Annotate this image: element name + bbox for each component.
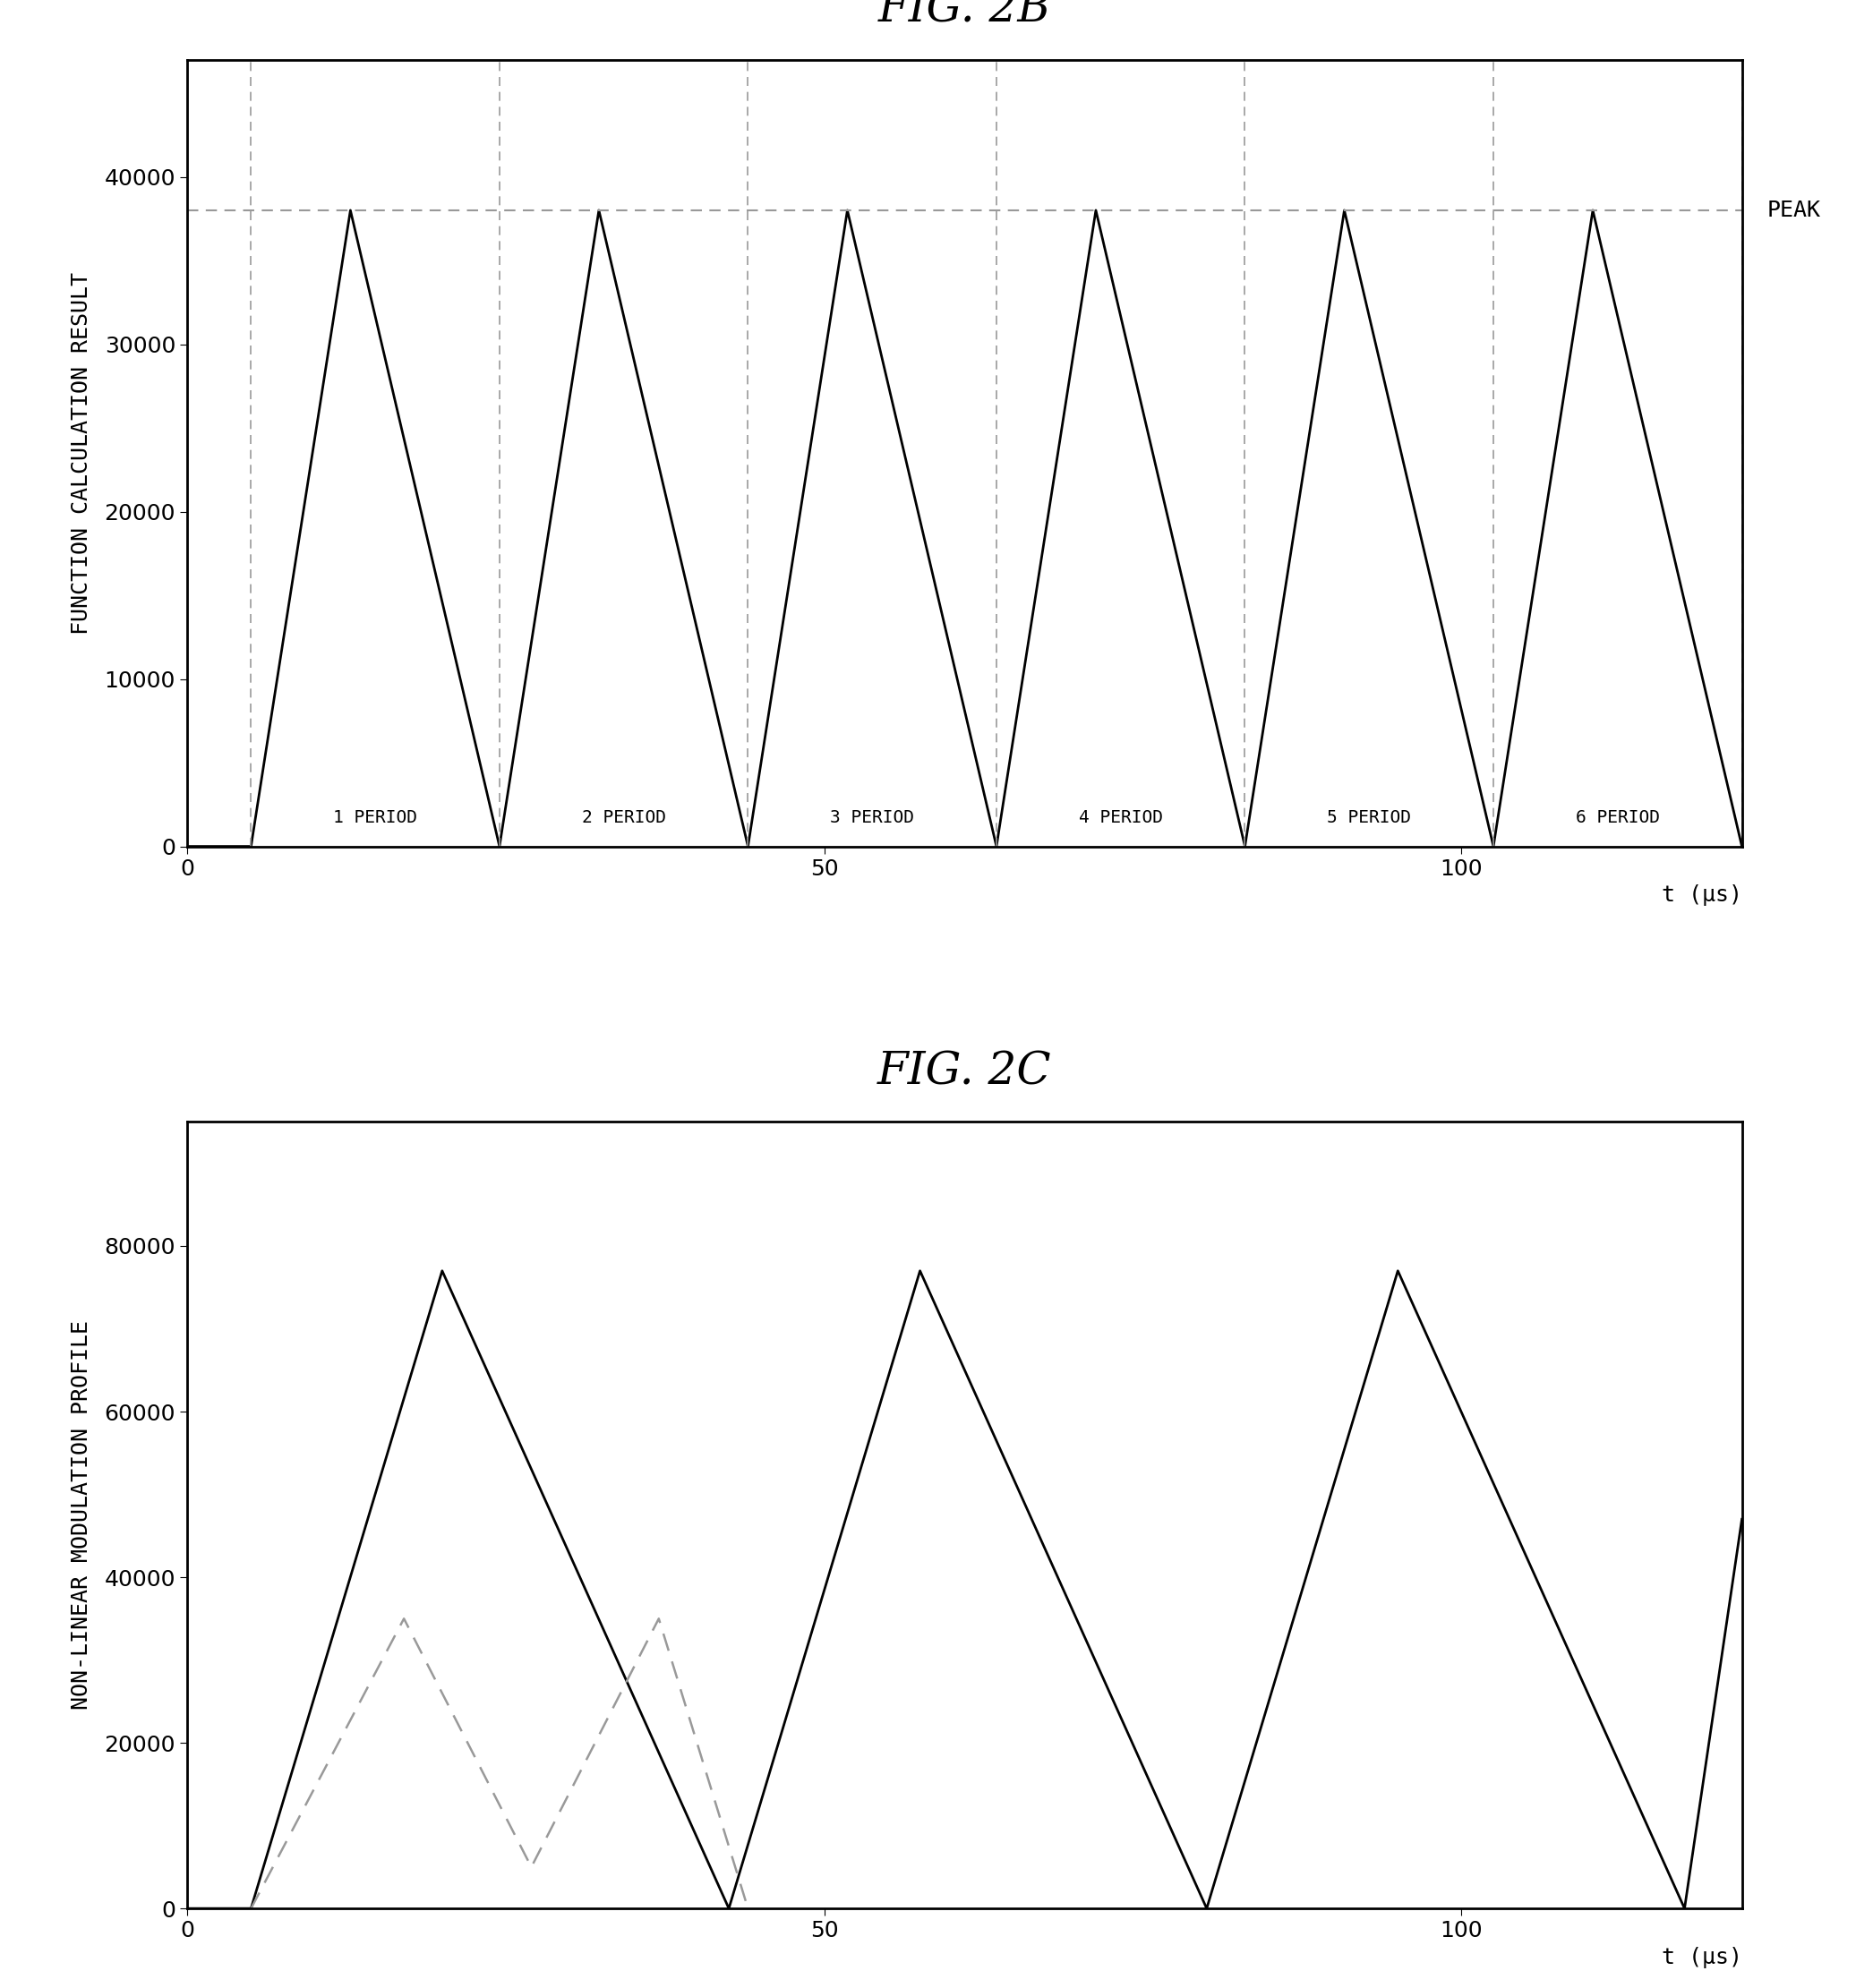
Title: FIG. 2C: FIG. 2C	[877, 1050, 1053, 1093]
Text: 6 PERIOD: 6 PERIOD	[1575, 809, 1659, 827]
Text: 1 PERIOD: 1 PERIOD	[333, 809, 418, 827]
Text: PEAK: PEAK	[1768, 199, 1821, 221]
Y-axis label: NON-LINEAR MODULATION PROFILE: NON-LINEAR MODULATION PROFILE	[71, 1320, 92, 1710]
Title: FIG. 2B: FIG. 2B	[878, 0, 1051, 32]
Text: 5 PERIOD: 5 PERIOD	[1328, 809, 1410, 827]
Text: 4 PERIOD: 4 PERIOD	[1079, 809, 1163, 827]
X-axis label: t (μs): t (μs)	[1661, 1946, 1742, 1968]
Text: 2 PERIOD: 2 PERIOD	[583, 809, 665, 827]
X-axis label: t (μs): t (μs)	[1661, 885, 1742, 907]
Y-axis label: FUNCTION CALCULATION RESULT: FUNCTION CALCULATION RESULT	[71, 272, 92, 634]
Text: 3 PERIOD: 3 PERIOD	[830, 809, 914, 827]
